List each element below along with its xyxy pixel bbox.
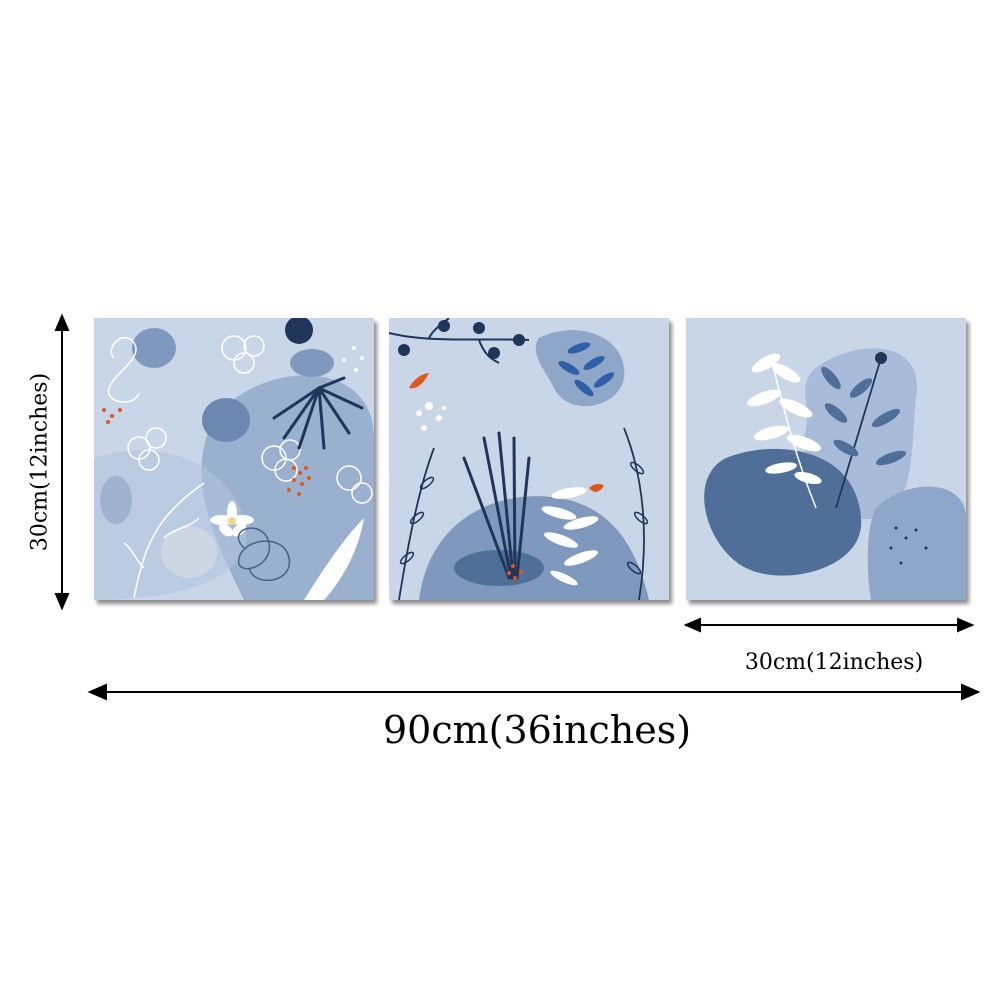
canvas-panel-right (686, 318, 966, 600)
abstract-botanical-artwork (94, 318, 374, 600)
abstract-botanical-artwork (389, 318, 669, 600)
panel-width-label: 30cm(12inches) (744, 650, 924, 675)
arrow-head-right (957, 617, 975, 633)
total-width-label: 90cm(36inches) (382, 708, 692, 752)
panel-height-label: 30cm(12inches) (27, 372, 53, 552)
arrow-head-down (54, 593, 70, 611)
canvas-panel-center (389, 318, 669, 600)
arrow-head-right (961, 683, 981, 701)
arrow-head-up (54, 313, 70, 331)
arrow-head-left (87, 683, 107, 701)
abstract-botanical-artwork (686, 318, 966, 600)
canvas-panel-left (94, 318, 374, 600)
arrow-head-left (683, 617, 701, 633)
